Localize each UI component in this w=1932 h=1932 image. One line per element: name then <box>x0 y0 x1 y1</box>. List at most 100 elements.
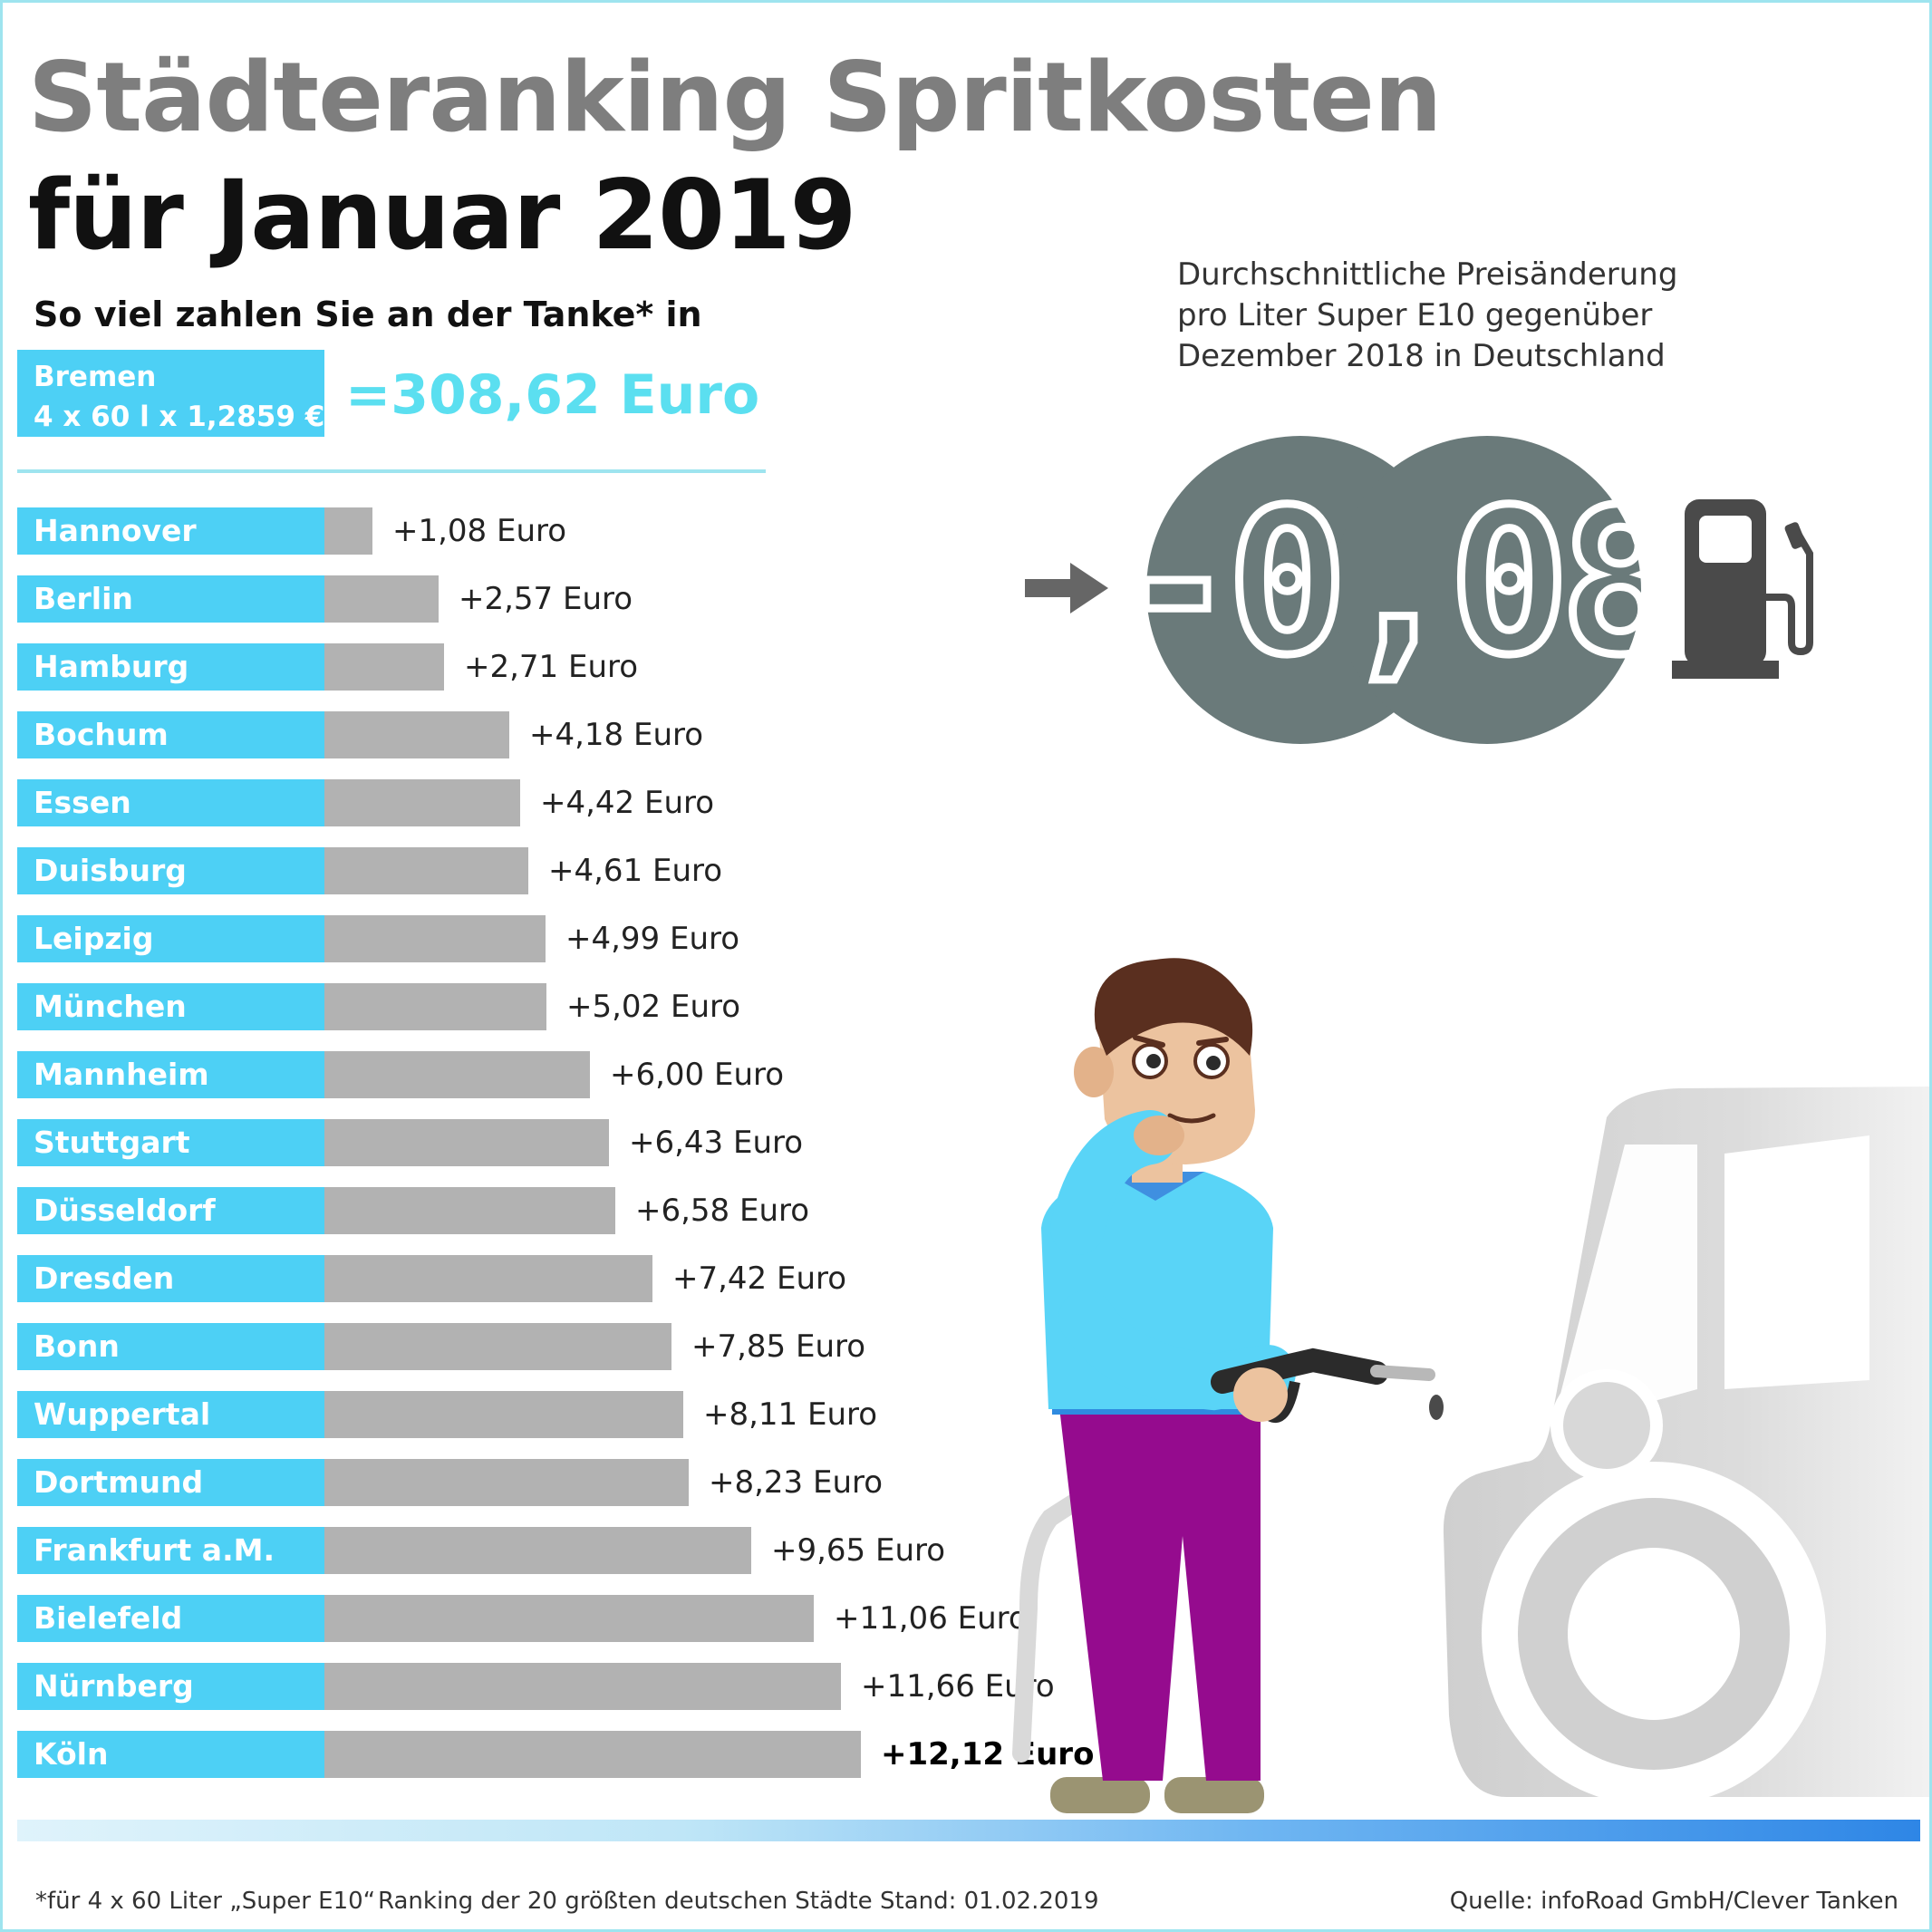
bar <box>324 1595 814 1642</box>
value-label: +7,85 Euro <box>691 1328 866 1365</box>
fuel-pump-icon <box>1672 499 1813 679</box>
bar-row: Berlin +2,57 Euro <box>17 575 1014 623</box>
bar-row: Hannover +1,08 Euro <box>17 507 1014 555</box>
value-label: +8,23 Euro <box>709 1464 884 1501</box>
city-label: München <box>17 983 324 1030</box>
bar <box>324 1255 652 1302</box>
bar <box>324 1527 751 1574</box>
bar <box>324 915 546 962</box>
city-label: Leipzig <box>17 915 324 962</box>
city-label: Berlin <box>17 575 324 623</box>
bar <box>324 1731 861 1778</box>
value-label: +7,42 Euro <box>672 1261 847 1297</box>
subtitle: So viel zahlen Sie an der Tanke* in <box>34 295 702 334</box>
bar <box>324 983 546 1030</box>
title-line-2: für Januar 2019 <box>28 159 856 271</box>
value-label: +4,18 Euro <box>529 717 704 753</box>
bar-row: Stuttgart +6,43 Euro <box>17 1119 1014 1166</box>
bar <box>324 1323 671 1370</box>
bar <box>324 1119 609 1166</box>
footer-source: Quelle: infoRoad GmbH/Clever Tanken <box>1449 1888 1898 1915</box>
bar-row: Hamburg +2,71 Euro <box>17 643 1014 691</box>
reference-total: =308,62 Euro <box>345 363 760 427</box>
bar-row: Düsseldorf +6,58 Euro <box>17 1187 1014 1234</box>
value-label: +6,43 Euro <box>629 1125 804 1161</box>
value-label: +4,99 Euro <box>565 921 740 957</box>
bar-row: Leipzig +4,99 Euro <box>17 915 1014 962</box>
reference-formula: 4 x 60 l x 1,2859 € <box>34 401 325 433</box>
bar <box>324 711 509 758</box>
divider-line <box>17 469 766 473</box>
bar-row: München +5,02 Euro <box>17 983 1014 1030</box>
info-line-2: pro Liter Super E10 gegenüber <box>1177 297 1653 333</box>
bar-row: Köln +12,12 Euro <box>17 1731 1094 1778</box>
bar-row: Bielefeld +11,06 Euro <box>17 1595 1028 1642</box>
city-label: Frankfurt a.M. <box>17 1527 324 1574</box>
city-label: Düsseldorf <box>17 1187 324 1234</box>
bar-row: Dresden +7,42 Euro <box>17 1255 1014 1302</box>
bar-row: Bochum +4,18 Euro <box>17 711 1014 758</box>
bar-row: Bonn +7,85 Euro <box>17 1323 1014 1370</box>
bar-row: Nürnberg +11,66 Euro <box>17 1663 1055 1710</box>
bar <box>324 847 528 894</box>
city-label: Hannover <box>17 507 324 555</box>
reference-city-box: Bremen 4 x 60 l x 1,2859 € <box>17 350 324 437</box>
city-label: Mannheim <box>17 1051 324 1098</box>
bar-row: Duisburg +4,61 Euro <box>17 847 1014 894</box>
city-label: Dresden <box>17 1255 324 1302</box>
bar <box>324 507 372 555</box>
info-line-1: Durchschnittliche Preisänderung <box>1177 256 1678 293</box>
price-change-info: Durchschnittliche Preisänderung pro Lite… <box>1177 255 1685 377</box>
value-label: +2,71 Euro <box>464 649 639 685</box>
price-change-value: -0,08 <box>1146 467 1641 699</box>
city-label: Bonn <box>17 1323 324 1370</box>
bar <box>324 643 444 691</box>
footer-stand: Stand: 01.02.2019 <box>880 1888 1099 1915</box>
bar-row: Essen +4,42 Euro <box>17 779 1014 826</box>
value-label: +6,00 Euro <box>610 1057 785 1093</box>
city-label: Hamburg <box>17 643 324 691</box>
arrow-right-icon <box>1025 563 1108 613</box>
value-label: +6,58 Euro <box>635 1193 810 1229</box>
bar <box>324 1459 689 1506</box>
value-label: +5,02 Euro <box>566 989 741 1025</box>
bar <box>324 1187 615 1234</box>
value-label: +8,11 Euro <box>703 1396 878 1433</box>
bar <box>324 1663 841 1710</box>
value-label: +4,42 Euro <box>540 785 715 821</box>
city-label: Köln <box>17 1731 324 1778</box>
footer-note: *für 4 x 60 Liter „Super E10“ <box>35 1888 376 1915</box>
person-illustration <box>1012 958 1444 1813</box>
city-label: Wuppertal <box>17 1391 324 1438</box>
bar-row: Mannheim +6,00 Euro <box>17 1051 1014 1098</box>
bar <box>324 1051 590 1098</box>
value-label: +9,65 Euro <box>771 1532 946 1569</box>
price-change-display: -0,08 <box>1146 436 1641 744</box>
city-label: Dortmund <box>17 1459 324 1506</box>
info-line-3: Dezember 2018 in Deutschland <box>1177 338 1666 374</box>
car-illustration <box>1443 1087 1929 1806</box>
value-label: +4,61 Euro <box>548 853 723 889</box>
bar-row: Dortmund +8,23 Euro <box>17 1459 1014 1506</box>
reference-city: Bremen <box>34 361 157 393</box>
city-label: Bochum <box>17 711 324 758</box>
city-label: Duisburg <box>17 847 324 894</box>
bar <box>324 1391 683 1438</box>
value-label: +1,08 Euro <box>392 513 567 549</box>
bar <box>324 779 520 826</box>
city-label: Nürnberg <box>17 1663 324 1710</box>
value-label: +2,57 Euro <box>459 581 633 617</box>
ground-strip <box>17 1820 1920 1841</box>
city-label: Bielefeld <box>17 1595 324 1642</box>
city-label: Stuttgart <box>17 1119 324 1166</box>
title-line-1: Städteranking Spritkosten <box>28 42 1442 153</box>
bar-row: Wuppertal +8,11 Euro <box>17 1391 1014 1438</box>
bar-row: Frankfurt a.M. +9,65 Euro <box>17 1527 1014 1574</box>
value-label: +12,12 Euro <box>881 1736 1095 1773</box>
footer-ranking: Ranking der 20 größten deutschen Städte <box>378 1888 873 1915</box>
city-label: Essen <box>17 779 324 826</box>
bar <box>324 575 439 623</box>
value-label: +11,06 Euro <box>834 1600 1028 1637</box>
bar-chart: Hannover +1,08 Euro Berlin +2,57 Euro Hambur… <box>3 3 1094 1815</box>
